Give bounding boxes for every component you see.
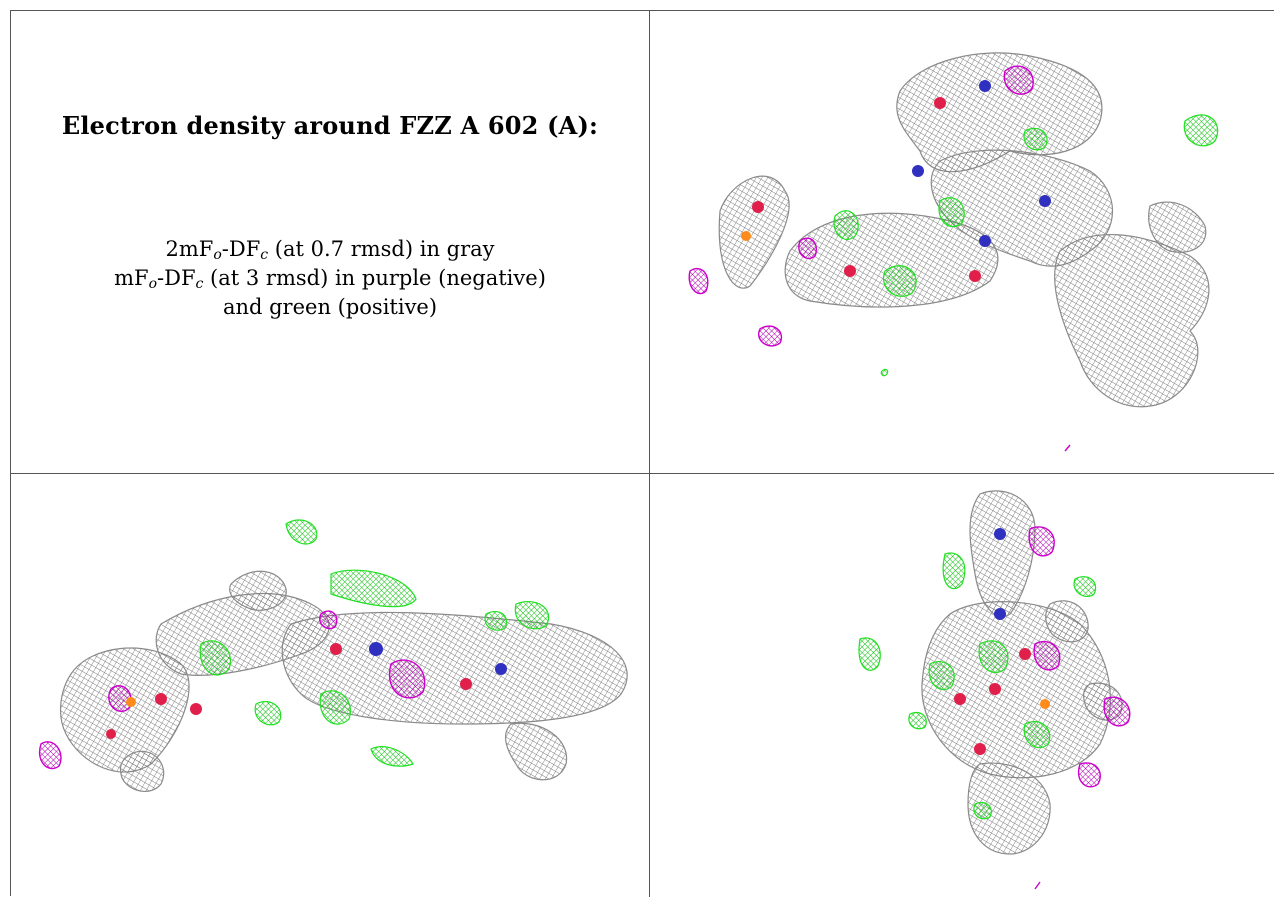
- gray-density-mesh: [60, 570, 628, 792]
- gray-density-mesh: [718, 52, 1210, 408]
- density-image-1: [688, 52, 1219, 452]
- table-horizontal-divider: [11, 473, 1274, 474]
- purple-negative-density: [688, 65, 1071, 452]
- caption-cell: Electron density around FZZ A 602 (A): 2…: [11, 11, 649, 473]
- purple-negative-density: [1028, 526, 1131, 890]
- legend-line-fofc: mFo-DFc (at 3 rmsd) in purple (negative): [114, 266, 546, 292]
- caption-title: Electron density around FZZ A 602 (A):: [61, 111, 599, 140]
- caption-legend: 2mFo-DFc (at 0.7 rmsd) in gray mFo-DFc (…: [11, 235, 649, 322]
- atom-markers: [106, 642, 507, 739]
- green-positive-density: [833, 114, 1219, 377]
- density-view-3: [650, 474, 1274, 897]
- green-positive-density: [199, 519, 550, 767]
- density-view-2: [11, 474, 649, 897]
- density-image-3: [858, 490, 1131, 890]
- legend-line-positive: and green (positive): [222, 295, 438, 319]
- legend-line-2fofc: 2mFo-DFc (at 0.7 rmsd) in gray: [165, 237, 495, 263]
- gray-density-mesh: [921, 490, 1123, 855]
- atom-markers: [954, 528, 1050, 755]
- table-vertical-divider: [649, 11, 650, 897]
- density-image-2: [38, 519, 628, 792]
- figure-table: Electron density around FZZ A 602 (A): 2…: [10, 10, 1274, 897]
- green-positive-density: [858, 552, 1097, 820]
- atom-markers: [741, 80, 1051, 282]
- density-view-1: [650, 11, 1274, 473]
- purple-negative-density: [38, 610, 426, 770]
